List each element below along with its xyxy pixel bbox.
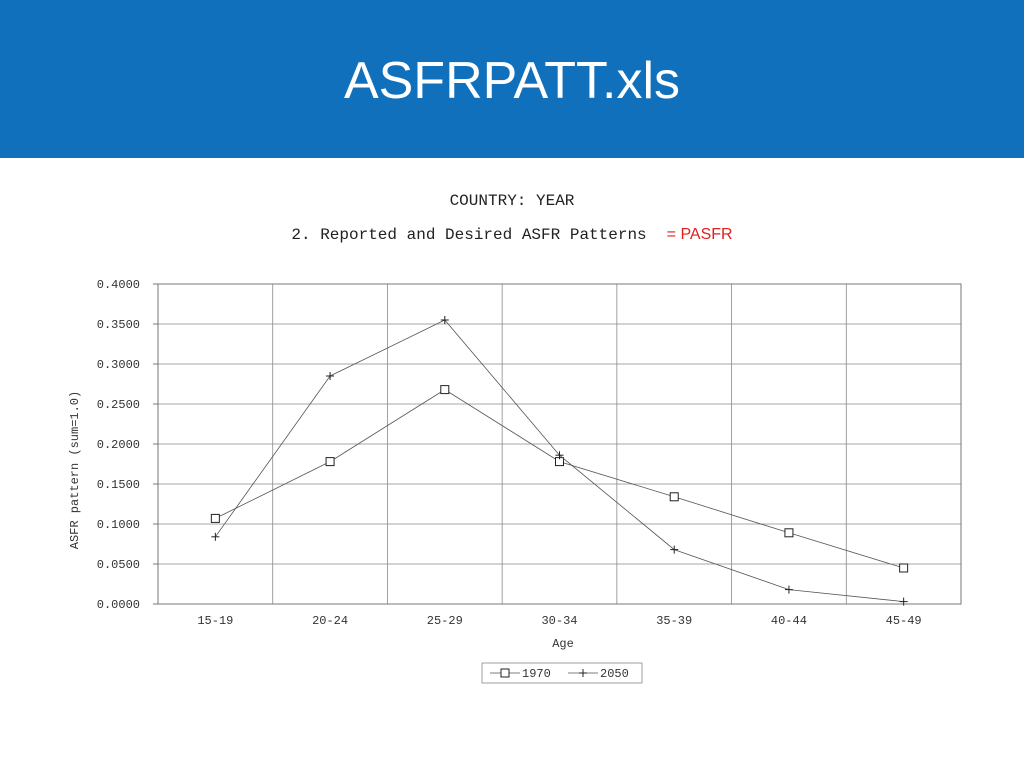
slide-title: ASFRPATT.xls: [343, 52, 681, 110]
x-axis-label: Age: [552, 637, 574, 651]
x-tick-label: 15-19: [197, 614, 233, 628]
y-tick-label: 0.2500: [97, 398, 140, 412]
y-tick-label: 0.0500: [97, 558, 140, 572]
y-axis-label: ASFR pattern (sum=1.0): [68, 391, 82, 549]
data-point-1970: [784, 528, 794, 538]
chart-legend: 1970 2050: [481, 662, 643, 684]
data-point-1970: [899, 563, 909, 573]
y-tick-label: 0.1000: [97, 518, 140, 532]
legend-box: [481, 662, 643, 684]
series-line-1970: [215, 389, 904, 569]
pasfr-annotation: = PASFR: [666, 226, 733, 243]
data-point-2050: [326, 372, 335, 380]
legend-label-1970: 1970: [522, 667, 551, 681]
x-tick-label: 20-24: [312, 614, 348, 628]
series-1970: [210, 385, 909, 573]
legend-marker-2050: [579, 669, 587, 677]
chart-subtitle: 2. Reported and Desired ASFR Patterns: [291, 226, 647, 244]
legend-label-2050: 2050: [600, 667, 629, 681]
x-tick-label: 40-44: [771, 614, 807, 628]
y-tick-label: 0.1500: [97, 478, 140, 492]
data-point-1970: [325, 457, 335, 467]
y-tick-label: 0.3500: [97, 318, 140, 332]
data-point-1970: [210, 513, 220, 523]
data-point-2050: [899, 597, 908, 606]
series-2050: [211, 316, 908, 606]
data-point-2050: [440, 316, 449, 324]
x-tick-label: 45-49: [886, 614, 922, 628]
chart-title: COUNTRY: YEAR: [449, 192, 575, 210]
data-point-2050: [211, 532, 220, 541]
data-point-2050: [670, 545, 679, 554]
y-tick-label: 0.2000: [97, 438, 140, 452]
data-point-2050: [784, 585, 793, 594]
y-tick-label: 0.0000: [97, 598, 140, 612]
x-tick-label: 25-29: [427, 614, 463, 628]
y-tick-label: 0.4000: [97, 278, 140, 292]
chart-subtitle-row: 2. Reported and Desired ASFR Patterns = P…: [0, 226, 1024, 244]
x-tick-label: 30-34: [541, 614, 577, 628]
series-line-2050: [215, 319, 904, 602]
data-point-1970: [440, 385, 450, 395]
plot-area: [157, 283, 962, 605]
x-tick-label: 35-39: [656, 614, 692, 628]
data-point-1970: [669, 492, 679, 502]
data-point-1970: [555, 457, 564, 467]
data-point-2050: [555, 451, 564, 460]
title-banner: ASFRPATT.xls: [0, 0, 1024, 158]
y-tick-label: 0.3000: [97, 358, 140, 372]
legend-marker-1970: [500, 668, 510, 678]
